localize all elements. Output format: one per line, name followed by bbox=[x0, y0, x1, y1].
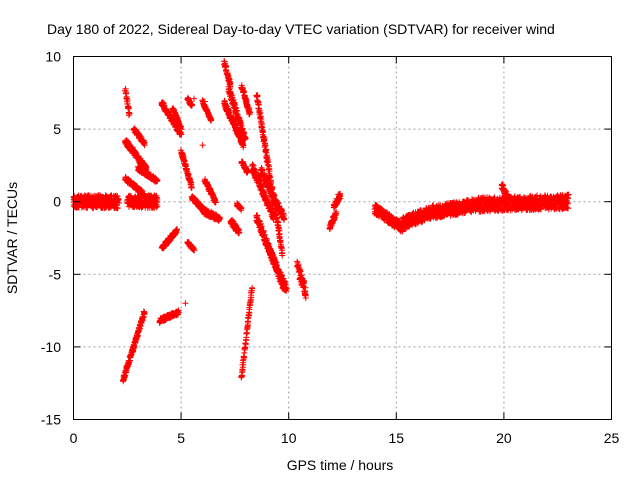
y-tick-label: -15 bbox=[41, 412, 61, 428]
x-tick-label: 10 bbox=[281, 430, 297, 446]
x-tick-label: 20 bbox=[496, 430, 512, 446]
x-axis-label: GPS time / hours bbox=[287, 457, 394, 473]
grid-lines bbox=[73, 56, 612, 420]
y-tick-label: 0 bbox=[53, 194, 61, 210]
y-axis-label: SDTVAR / TECUs bbox=[4, 182, 20, 294]
y-tick-label: 10 bbox=[45, 49, 61, 65]
x-tick-label: 15 bbox=[389, 430, 405, 446]
x-tick-label: 25 bbox=[604, 430, 620, 446]
x-tick-label: 0 bbox=[70, 430, 78, 446]
axis-ticks: 0 5 10 15 20 25 -15 -10 -5 0 5 10 bbox=[41, 49, 620, 447]
y-tick-label: 5 bbox=[53, 121, 61, 137]
chart-title: Day 180 of 2022, Sidereal Day-to-day VTE… bbox=[47, 21, 555, 37]
plot-frame bbox=[73, 56, 612, 420]
series-points-sdtvar bbox=[70, 58, 572, 385]
x-tick-label: 5 bbox=[177, 430, 185, 446]
y-tick-label: -10 bbox=[41, 339, 61, 355]
data-points bbox=[70, 58, 572, 385]
y-tick-label: -5 bbox=[49, 266, 62, 282]
